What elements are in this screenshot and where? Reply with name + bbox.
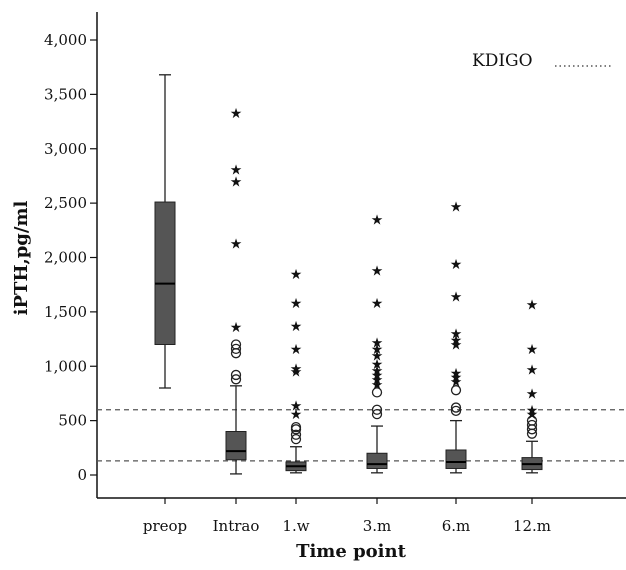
extreme-point: ★ [230,320,243,336]
x-tick-label: 1.w [282,517,309,535]
extreme-point: ★ [450,370,463,386]
extreme-point: ★ [290,398,303,414]
box-group: ★★★★★★★★ [285,267,307,474]
extreme-point: ★ [290,296,303,312]
extreme-point: ★ [290,342,303,358]
extreme-point: ★ [526,403,539,419]
extreme-point: ★ [526,386,539,402]
x-axis-title: Time point [296,541,407,562]
outlier-point [371,387,383,398]
y-tick-label: 2,000 [44,249,87,267]
box-group: ★★★★★ [225,106,247,475]
extreme-point: ★ [371,364,384,380]
extreme-point: ★ [371,264,384,280]
outlier-point [230,343,242,355]
x-tick-label: preop [143,517,187,535]
extreme-point: ★ [371,342,384,358]
box-group: ★★★★★★★★★★★ [366,212,388,474]
extreme-point: ★ [450,199,463,215]
extreme-point: ★ [450,333,463,349]
outlier-point [371,408,383,420]
extreme-point: ★ [230,236,243,252]
outlier-point [290,421,302,433]
x-tick-label: Intrao [213,517,260,535]
extreme-point: ★ [371,348,384,364]
legend-label: KDIGO [472,51,533,71]
extreme-point: ★ [230,162,243,178]
outlier-point [290,424,302,435]
outlier-point [230,374,242,385]
y-tick-label: 2,500 [44,194,87,212]
y-tick-label: 1,000 [44,357,87,375]
outlier-point [526,415,538,426]
extreme-point: ★ [450,290,463,306]
extreme-point: ★ [526,363,539,379]
extreme-point: ★ [371,357,384,373]
box-iqr [225,431,247,461]
y-tick-label: 1,500 [44,303,87,321]
extreme-point: ★ [371,368,384,384]
outlier-point [450,405,462,416]
y-tick-label: 0 [77,466,87,484]
extreme-point: ★ [450,257,463,273]
y-tick-label: 3,500 [44,85,87,103]
outlier-point [450,402,462,413]
y-tick-label: 500 [58,412,87,430]
y-tick-label: 3,000 [44,140,87,158]
extreme-point: ★ [526,407,539,423]
extreme-point: ★ [230,106,243,122]
y-tick-label: 4,000 [44,31,87,49]
extreme-point: ★ [450,374,463,390]
box-iqr [154,201,176,345]
extreme-point: ★ [290,361,303,377]
extreme-point: ★ [450,338,463,354]
extreme-point: ★ [450,366,463,382]
x-tick-label: 12.m [513,517,551,535]
extreme-point: ★ [371,296,384,312]
extreme-point: ★ [371,378,384,394]
box-iqr [445,449,467,469]
extreme-point: ★ [371,335,384,351]
outlier-point [371,404,383,415]
extreme-point: ★ [290,319,303,335]
extreme-point: ★ [450,327,463,343]
extreme-point: ★ [290,365,303,381]
outlier-point [290,429,302,440]
box-group: ★★★★★★★★★ [445,199,467,474]
extreme-point: ★ [526,297,539,313]
box-group [154,74,176,389]
outlier-point [230,339,242,350]
extreme-point: ★ [371,212,384,228]
x-tick-label: 6.m [442,517,471,535]
extreme-point: ★ [230,174,243,190]
outlier-point [450,385,462,396]
outlier-point [290,433,302,445]
outlier-point [526,419,538,431]
box-group: ★★★★★★ [521,297,543,474]
outlier-point [230,369,242,381]
y-axis-title: iPTH,pg/ml [11,201,32,316]
extreme-point: ★ [290,407,303,423]
x-tick-label: 3.m [363,517,392,535]
extreme-point: ★ [290,267,303,283]
extreme-point: ★ [526,342,539,358]
extreme-point: ★ [371,372,384,388]
box-iqr [366,452,388,469]
